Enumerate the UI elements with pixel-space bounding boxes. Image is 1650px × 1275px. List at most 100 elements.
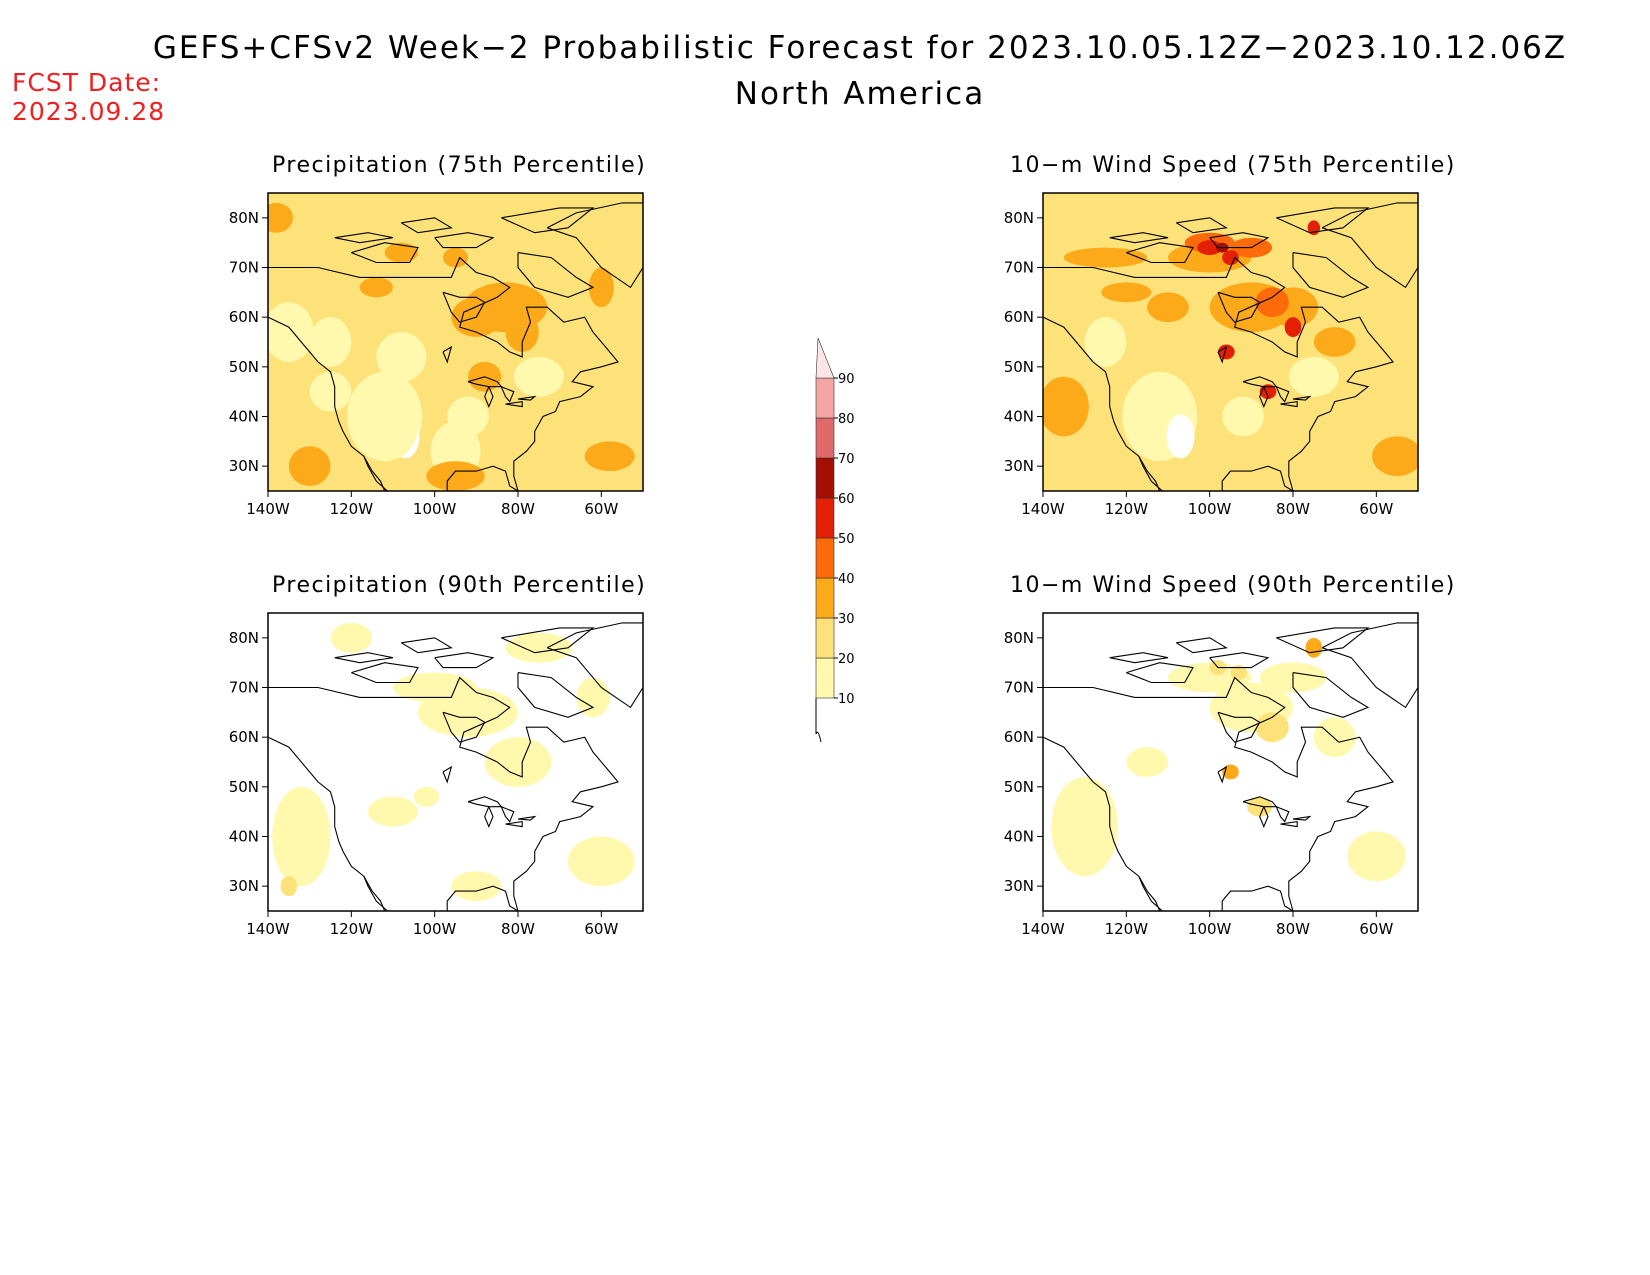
probability-region xyxy=(1168,242,1252,273)
probability-region xyxy=(1305,637,1323,658)
probability-region xyxy=(309,371,352,412)
coastline xyxy=(268,736,386,911)
coastline-layer xyxy=(1043,202,1418,491)
lat-tick-label: 30N xyxy=(1004,877,1034,895)
coastline xyxy=(1292,672,1370,718)
lake-outline xyxy=(442,345,453,364)
colorbar-swatch xyxy=(815,457,835,499)
probability-region xyxy=(1230,665,1248,681)
lon-tick-label: 80W xyxy=(501,920,535,938)
lat-tick-label: 70N xyxy=(1004,259,1034,277)
panel-title-wind-90: 10−m Wind Speed (90th Percentile) xyxy=(1010,573,1456,598)
coastline xyxy=(1126,242,1194,264)
probability-region xyxy=(588,267,614,308)
lon-tick-label: 60W xyxy=(584,920,618,938)
lake-outline xyxy=(517,395,537,401)
colorbar-label: 10 xyxy=(838,692,855,707)
lon-tick-label: 120W xyxy=(1105,500,1149,518)
lat-tick-label: 30N xyxy=(229,457,259,475)
lat-tick-label: 50N xyxy=(229,358,259,376)
colorbar-tail xyxy=(815,698,822,743)
lat-tick-label: 40N xyxy=(1004,828,1034,846)
colorbar-label: 90 xyxy=(838,372,855,387)
lake-outline xyxy=(1280,400,1298,408)
coastline xyxy=(1209,232,1270,249)
lon-tick-label: 80W xyxy=(501,500,535,518)
probability-region xyxy=(368,796,418,827)
wind-90-map: 30N 40N 50N 60N 70N 80N 140W 120W 100W 80W 60W xyxy=(1004,612,1419,938)
lake-outline xyxy=(442,765,453,784)
coastline xyxy=(334,232,394,244)
probability-region xyxy=(513,356,564,397)
coastline xyxy=(1292,252,1370,298)
lat-tick-label: 80N xyxy=(229,209,259,227)
map-frame xyxy=(267,192,644,492)
probability-region xyxy=(568,836,635,887)
probability-region xyxy=(576,677,610,718)
panel-title-wind-75: 10−m Wind Speed (75th Percentile) xyxy=(1010,153,1456,178)
coastline xyxy=(1276,207,1370,234)
map-fill-layer xyxy=(1043,193,1418,491)
lat-tick-label: 60N xyxy=(1004,308,1034,326)
lake-outline xyxy=(500,806,515,823)
lake-outline xyxy=(1280,820,1298,828)
map-fill-layer xyxy=(1043,613,1418,911)
forecast-date-value: 2023.09.28 xyxy=(12,97,166,126)
coastline xyxy=(1276,627,1370,654)
probability-region xyxy=(1043,376,1089,437)
coastline xyxy=(501,207,595,234)
coastline xyxy=(401,637,453,654)
colorbar-label: 50 xyxy=(838,532,855,547)
lat-tick-label: 80N xyxy=(229,629,259,647)
colorbar-label: 40 xyxy=(838,572,855,587)
coastline xyxy=(434,652,495,669)
coastline-layer xyxy=(1043,622,1418,911)
probability-region xyxy=(1126,747,1168,777)
probability-region xyxy=(393,672,477,703)
coastline xyxy=(1176,637,1228,654)
colorbar-label: 60 xyxy=(838,492,855,507)
coastline xyxy=(363,875,389,911)
probability-region xyxy=(1313,327,1356,357)
probability-region xyxy=(309,317,352,367)
probability-region xyxy=(1372,436,1418,477)
lat-tick-label: 40N xyxy=(229,828,259,846)
coastline xyxy=(1126,662,1194,684)
lon-tick-label: 140W xyxy=(246,500,290,518)
map-frame xyxy=(1042,192,1419,492)
colorbar-swatch xyxy=(815,417,835,459)
lat-tick-label: 50N xyxy=(229,778,259,796)
coastline xyxy=(442,291,486,323)
lat-tick-label: 70N xyxy=(229,259,259,277)
precip-75-map: 30N 40N 50N 60N 70N 80N 140W 120W 100W 80W 60W xyxy=(229,192,644,518)
lat-tick-label: 70N xyxy=(1004,679,1034,697)
lon-tick-label: 80W xyxy=(1276,920,1310,938)
lake-outline xyxy=(1217,345,1228,364)
title-line-1: GEFS+CFSv2 Week−2 Probabilistic Forecast… xyxy=(152,30,1568,66)
probability-region xyxy=(1255,712,1289,743)
probability-region xyxy=(451,871,502,902)
lon-tick-label: 100W xyxy=(413,920,457,938)
coastline xyxy=(1109,232,1169,244)
lat-tick-label: 40N xyxy=(229,408,259,426)
map-frame xyxy=(267,612,644,912)
coastline xyxy=(351,242,419,264)
coastline xyxy=(268,316,386,491)
lon-tick-label: 60W xyxy=(1359,500,1393,518)
lake-outline xyxy=(1292,815,1312,821)
coastline xyxy=(268,676,619,911)
probability-region xyxy=(426,461,485,491)
probability-region xyxy=(584,441,635,472)
coastline xyxy=(351,662,419,684)
probability-region xyxy=(351,391,418,462)
lake-outline xyxy=(1259,386,1269,409)
coastline xyxy=(501,627,595,654)
probability-region xyxy=(1288,356,1339,397)
coastline xyxy=(1217,291,1261,323)
probability-region xyxy=(1222,250,1239,266)
lat-tick-label: 30N xyxy=(1004,457,1034,475)
lat-tick-label: 60N xyxy=(229,728,259,746)
coastline xyxy=(1176,217,1228,234)
probability-region xyxy=(268,202,293,233)
lake-outline xyxy=(1259,806,1269,829)
